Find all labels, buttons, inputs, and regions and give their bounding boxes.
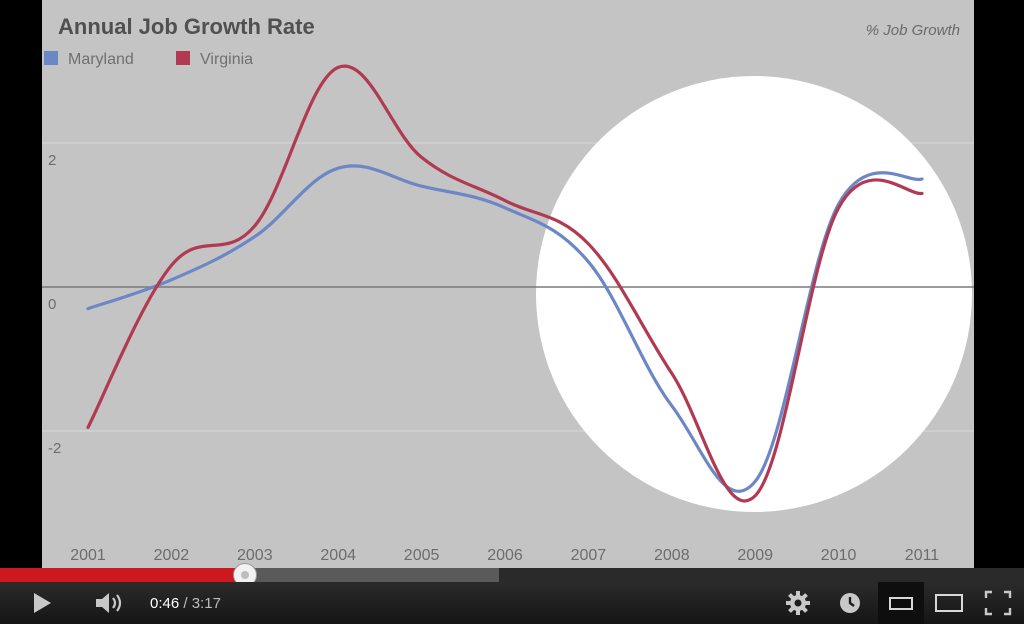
chart-subtitle: % Job Growth: [866, 22, 960, 39]
gear-icon: [786, 591, 810, 615]
x-tick-label: 2010: [821, 547, 857, 564]
chart-legend: Maryland Virginia: [44, 51, 253, 68]
x-tick-label: 2007: [571, 547, 607, 564]
y-tick-label: 0: [48, 296, 56, 313]
control-bar: 0:46 / 3:17: [0, 582, 1024, 624]
legend-swatch-virginia: [176, 51, 190, 65]
progress-played: [0, 568, 245, 582]
progress-bar[interactable]: [0, 563, 1024, 587]
x-tick-label: 2002: [154, 547, 190, 564]
time-current: 0:46: [150, 594, 180, 612]
legend-label-virginia: Virginia: [200, 51, 253, 68]
legend-label-maryland: Maryland: [68, 51, 134, 68]
video-frame[interactable]: Annual Job Growth Rate % Job Growth Mary…: [42, 0, 974, 568]
x-tick-label: 2004: [320, 547, 356, 564]
large-player-button[interactable]: [928, 582, 970, 624]
small-player-button[interactable]: [878, 582, 924, 624]
x-tick-label: 2006: [487, 547, 523, 564]
chart-title: Annual Job Growth Rate: [58, 14, 315, 39]
play-button[interactable]: [22, 582, 62, 624]
x-axis-ticks: 2001 2002 2003 2004 2005 2006 2007 2008 2009 2010…: [70, 547, 939, 564]
x-tick-label: 2011: [905, 547, 940, 564]
small-player-icon: [889, 597, 913, 610]
x-tick-label: 2005: [404, 547, 440, 564]
series-lines: [86, 64, 924, 503]
time-total: 3:17: [191, 594, 221, 612]
x-tick-label: 2001: [70, 547, 106, 564]
watch-later-button[interactable]: [832, 582, 868, 624]
x-tick-label: 2009: [737, 547, 773, 564]
legend-swatch-maryland: [44, 51, 58, 65]
x-tick-label: 2003: [237, 547, 273, 564]
series-line-maryland: [86, 164, 924, 493]
large-player-icon: [935, 594, 963, 612]
volume-icon: [96, 593, 122, 613]
fullscreen-icon: [984, 590, 1012, 616]
fullscreen-button[interactable]: [976, 582, 1020, 624]
time-separator: /: [179, 594, 192, 612]
chart: Annual Job Growth Rate % Job Growth Mary…: [42, 14, 974, 564]
volume-button[interactable]: [88, 582, 134, 624]
settings-button[interactable]: [780, 582, 816, 624]
highlight-circle: [536, 76, 972, 512]
y-axis-ticks: 2 0 -2: [48, 152, 61, 457]
y-tick-label: -2: [48, 440, 61, 457]
y-tick-label: 2: [48, 152, 56, 169]
play-icon: [34, 593, 51, 613]
clock-icon: [840, 593, 860, 613]
x-tick-label: 2008: [654, 547, 690, 564]
series-line-virginia: [86, 64, 924, 503]
time-display: 0:46 / 3:17: [150, 582, 221, 624]
